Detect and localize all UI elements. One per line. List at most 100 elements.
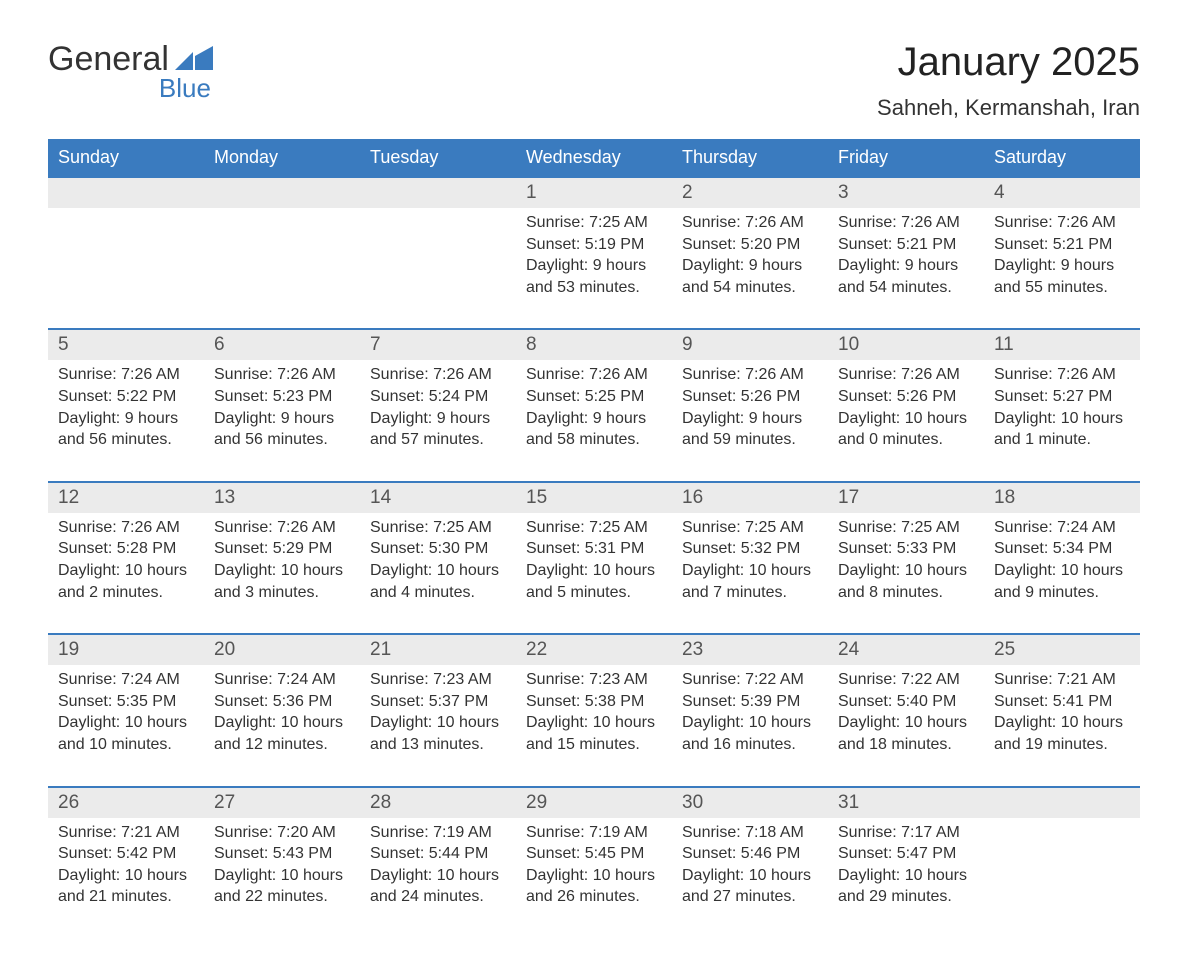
day-number: 29 bbox=[516, 788, 672, 818]
day-sunrise: Sunrise: 7:24 AM bbox=[214, 669, 350, 691]
calendar-day: 10Sunrise: 7:26 AMSunset: 5:26 PMDayligh… bbox=[828, 330, 984, 480]
calendar-day: 7Sunrise: 7:26 AMSunset: 5:24 PMDaylight… bbox=[360, 330, 516, 480]
calendar-day: 25Sunrise: 7:21 AMSunset: 5:41 PMDayligh… bbox=[984, 635, 1140, 785]
day-info: Sunrise: 7:26 AMSunset: 5:22 PMDaylight:… bbox=[58, 364, 194, 450]
day-info: Sunrise: 7:26 AMSunset: 5:25 PMDaylight:… bbox=[526, 364, 662, 450]
day-dl1: Daylight: 10 hours bbox=[994, 712, 1130, 734]
day-sunrise: Sunrise: 7:19 AM bbox=[526, 822, 662, 844]
month-title: January 2025 bbox=[877, 40, 1140, 85]
day-number: 30 bbox=[672, 788, 828, 818]
day-info: Sunrise: 7:25 AMSunset: 5:32 PMDaylight:… bbox=[682, 517, 818, 603]
day-dl1: Daylight: 10 hours bbox=[214, 712, 350, 734]
day-sunset: Sunset: 5:32 PM bbox=[682, 538, 818, 560]
day-dl1: Daylight: 10 hours bbox=[370, 560, 506, 582]
day-number: 20 bbox=[204, 635, 360, 665]
day-sunrise: Sunrise: 7:20 AM bbox=[214, 822, 350, 844]
calendar-header-row: SundayMondayTuesdayWednesdayThursdayFrid… bbox=[48, 139, 1140, 176]
day-info: Sunrise: 7:17 AMSunset: 5:47 PMDaylight:… bbox=[838, 822, 974, 908]
day-sunrise: Sunrise: 7:19 AM bbox=[370, 822, 506, 844]
calendar-day bbox=[984, 788, 1140, 938]
day-dl2: and 18 minutes. bbox=[838, 734, 974, 756]
calendar-header-cell: Monday bbox=[204, 139, 360, 176]
calendar-day: 30Sunrise: 7:18 AMSunset: 5:46 PMDayligh… bbox=[672, 788, 828, 938]
day-info: Sunrise: 7:26 AMSunset: 5:26 PMDaylight:… bbox=[682, 364, 818, 450]
day-dl1: Daylight: 10 hours bbox=[838, 560, 974, 582]
day-dl2: and 9 minutes. bbox=[994, 582, 1130, 604]
day-dl2: and 27 minutes. bbox=[682, 886, 818, 908]
day-sunset: Sunset: 5:42 PM bbox=[58, 843, 194, 865]
day-dl1: Daylight: 9 hours bbox=[526, 408, 662, 430]
day-dl2: and 3 minutes. bbox=[214, 582, 350, 604]
day-sunset: Sunset: 5:22 PM bbox=[58, 386, 194, 408]
day-number: 14 bbox=[360, 483, 516, 513]
day-sunset: Sunset: 5:20 PM bbox=[682, 234, 818, 256]
day-dl1: Daylight: 9 hours bbox=[682, 255, 818, 277]
calendar-day bbox=[48, 178, 204, 328]
day-dl2: and 1 minute. bbox=[994, 429, 1130, 451]
day-sunset: Sunset: 5:39 PM bbox=[682, 691, 818, 713]
day-info: Sunrise: 7:26 AMSunset: 5:20 PMDaylight:… bbox=[682, 212, 818, 298]
calendar-day: 19Sunrise: 7:24 AMSunset: 5:35 PMDayligh… bbox=[48, 635, 204, 785]
day-sunrise: Sunrise: 7:22 AM bbox=[682, 669, 818, 691]
day-dl2: and 0 minutes. bbox=[838, 429, 974, 451]
calendar-day: 12Sunrise: 7:26 AMSunset: 5:28 PMDayligh… bbox=[48, 483, 204, 633]
day-sunset: Sunset: 5:29 PM bbox=[214, 538, 350, 560]
day-dl1: Daylight: 10 hours bbox=[994, 560, 1130, 582]
day-sunrise: Sunrise: 7:26 AM bbox=[994, 212, 1130, 234]
calendar-day: 14Sunrise: 7:25 AMSunset: 5:30 PMDayligh… bbox=[360, 483, 516, 633]
calendar: SundayMondayTuesdayWednesdayThursdayFrid… bbox=[48, 139, 1140, 938]
day-number: 17 bbox=[828, 483, 984, 513]
calendar-day: 9Sunrise: 7:26 AMSunset: 5:26 PMDaylight… bbox=[672, 330, 828, 480]
logo-text-blue: Blue bbox=[159, 73, 211, 104]
day-sunset: Sunset: 5:43 PM bbox=[214, 843, 350, 865]
day-sunset: Sunset: 5:24 PM bbox=[370, 386, 506, 408]
calendar-day: 11Sunrise: 7:26 AMSunset: 5:27 PMDayligh… bbox=[984, 330, 1140, 480]
day-dl2: and 53 minutes. bbox=[526, 277, 662, 299]
day-info: Sunrise: 7:26 AMSunset: 5:21 PMDaylight:… bbox=[838, 212, 974, 298]
day-dl1: Daylight: 9 hours bbox=[214, 408, 350, 430]
calendar-header-cell: Friday bbox=[828, 139, 984, 176]
day-sunset: Sunset: 5:45 PM bbox=[526, 843, 662, 865]
day-sunrise: Sunrise: 7:22 AM bbox=[838, 669, 974, 691]
day-dl1: Daylight: 10 hours bbox=[370, 865, 506, 887]
day-sunrise: Sunrise: 7:25 AM bbox=[526, 212, 662, 234]
day-dl2: and 7 minutes. bbox=[682, 582, 818, 604]
day-info: Sunrise: 7:25 AMSunset: 5:31 PMDaylight:… bbox=[526, 517, 662, 603]
day-sunrise: Sunrise: 7:25 AM bbox=[370, 517, 506, 539]
day-number: 21 bbox=[360, 635, 516, 665]
calendar-day: 24 Sunrise: 7:22 AMSunset: 5:40 PMDayligh… bbox=[828, 635, 984, 785]
day-dl1: Daylight: 10 hours bbox=[526, 712, 662, 734]
day-dl1: Daylight: 10 hours bbox=[214, 865, 350, 887]
day-sunrise: Sunrise: 7:26 AM bbox=[526, 364, 662, 386]
day-number: 26 bbox=[48, 788, 204, 818]
day-dl1: Daylight: 10 hours bbox=[838, 408, 974, 430]
day-dl2: and 22 minutes. bbox=[214, 886, 350, 908]
day-number: 19 bbox=[48, 635, 204, 665]
day-number: 5 bbox=[48, 330, 204, 360]
calendar-day: 17Sunrise: 7:25 AMSunset: 5:33 PMDayligh… bbox=[828, 483, 984, 633]
day-info: Sunrise: 7:26 AMSunset: 5:27 PMDaylight:… bbox=[994, 364, 1130, 450]
calendar-day: 21 Sunrise: 7:23 AMSunset: 5:37 PMDayligh… bbox=[360, 635, 516, 785]
day-info: Sunrise: 7:26 AMSunset: 5:21 PMDaylight:… bbox=[994, 212, 1130, 298]
calendar-day: 4Sunrise: 7:26 AMSunset: 5:21 PMDaylight… bbox=[984, 178, 1140, 328]
day-dl1: Daylight: 9 hours bbox=[682, 408, 818, 430]
day-sunrise: Sunrise: 7:23 AM bbox=[526, 669, 662, 691]
day-info: Sunrise: 7:19 AMSunset: 5:45 PMDaylight:… bbox=[526, 822, 662, 908]
day-info: Sunrise: 7:21 AMSunset: 5:41 PMDaylight:… bbox=[994, 669, 1130, 755]
day-info: Sunrise: 7:19 AMSunset: 5:44 PMDaylight:… bbox=[370, 822, 506, 908]
calendar-day: 6Sunrise: 7:26 AMSunset: 5:23 PMDaylight… bbox=[204, 330, 360, 480]
calendar-week: 26 Sunrise: 7:21 AMSunset: 5:42 PMDayligh… bbox=[48, 786, 1140, 938]
day-sunrise: Sunrise: 7:26 AM bbox=[838, 364, 974, 386]
day-sunset: Sunset: 5:40 PM bbox=[838, 691, 974, 713]
calendar-day: 1Sunrise: 7:25 AMSunset: 5:19 PMDaylight… bbox=[516, 178, 672, 328]
day-sunset: Sunset: 5:21 PM bbox=[838, 234, 974, 256]
day-info: Sunrise: 7:23 AMSunset: 5:37 PMDaylight:… bbox=[370, 669, 506, 755]
day-number: 24 bbox=[828, 635, 984, 665]
day-info: Sunrise: 7:21 AMSunset: 5:42 PMDaylight:… bbox=[58, 822, 194, 908]
calendar-header-cell: Wednesday bbox=[516, 139, 672, 176]
day-sunset: Sunset: 5:37 PM bbox=[370, 691, 506, 713]
calendar-day bbox=[360, 178, 516, 328]
day-dl2: and 59 minutes. bbox=[682, 429, 818, 451]
day-dl1: Daylight: 10 hours bbox=[838, 712, 974, 734]
day-dl2: and 19 minutes. bbox=[994, 734, 1130, 756]
